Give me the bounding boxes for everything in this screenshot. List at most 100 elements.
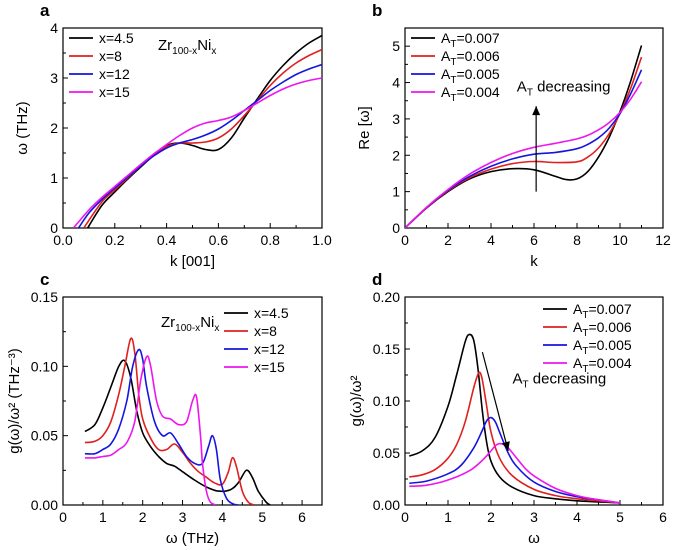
x-tick-label: 0 — [401, 509, 409, 525]
series-line-3 — [405, 69, 643, 228]
x-tick-label: 2 — [444, 232, 452, 248]
panel-d: d 0 1 2 3 4 5 6 0.00 0.05 0.10 0.15 0.20 ω g(ω)/ω² AT=0… — [348, 270, 667, 547]
x-axis-label: k — [530, 253, 538, 270]
y-tick-label: 4 — [392, 75, 400, 91]
x-tick-label: 2 — [139, 509, 147, 525]
trend-arrow-head — [502, 441, 510, 451]
series-line-3 — [77, 63, 322, 228]
y-tick-label: 5 — [392, 38, 400, 54]
x-tick-label: 6 — [659, 509, 667, 525]
x-tick-label: 6 — [298, 509, 306, 525]
legend-label: AT=0.005 — [573, 337, 632, 357]
legend-label: x=15 — [99, 84, 130, 100]
legend-label: AT=0.007 — [441, 30, 500, 50]
series-line-1 — [409, 333, 621, 504]
x-axis-label: k [001] — [170, 253, 215, 270]
legend-label: AT=0.007 — [573, 301, 632, 321]
x-tick-label: 1.0 — [312, 232, 332, 248]
y-tick-label: 0.05 — [373, 445, 400, 461]
x-tick-label: 3 — [530, 509, 538, 525]
trend-annotation: AT decreasing — [517, 79, 611, 99]
x-axis-label: ω (THz) — [166, 530, 219, 547]
legend-label: AT=0.006 — [441, 48, 500, 68]
panel-c: c 0 1 2 3 4 5 6 0.00 0.05 0.10 0.15 ω (THz) g(ω)/ω² (… — [6, 270, 323, 547]
panel-letter: c — [40, 270, 49, 289]
y-tick-label: 0.15 — [31, 289, 58, 305]
trend-arrow — [481, 351, 509, 452]
y-tick-label: 3 — [50, 70, 58, 86]
y-tick-label: 1 — [50, 170, 58, 186]
y-axis-label: g(ω)/ω² — [348, 376, 365, 427]
y-tick-label: 3 — [392, 111, 400, 127]
panel-letter: d — [372, 270, 382, 289]
x-tick-label: 2 — [487, 509, 495, 525]
x-tick-label: 1 — [444, 509, 452, 525]
trend-arrow-head — [532, 106, 541, 116]
composition-label: Zr100-xNix — [158, 37, 216, 57]
panel-a: a 0.0 0.2 0.4 0.6 0.8 1.0 0 1 2 3 4 k [001] ω (THz) x=… — [14, 1, 332, 270]
legend-label: AT=0.005 — [441, 66, 500, 86]
y-tick-label: 0 — [392, 220, 400, 236]
y-tick-label: 0.20 — [373, 289, 400, 305]
y-axis-label: ω (THz) — [14, 101, 31, 154]
series-line-4 — [84, 355, 217, 505]
series-line-1 — [84, 359, 271, 505]
y-tick-label: 0.05 — [31, 428, 58, 444]
panel-letter: b — [372, 1, 382, 20]
x-tick-label: 0.6 — [209, 232, 229, 248]
y-tick-label: 0.00 — [373, 497, 400, 513]
series-line-4 — [409, 442, 621, 504]
legend-label: x=12 — [99, 66, 130, 82]
y-tick-label: 1 — [392, 184, 400, 200]
y-axis-label: Re [ω] — [356, 106, 373, 149]
x-tick-label: 5 — [258, 509, 266, 525]
x-tick-label: 1 — [99, 509, 107, 525]
x-tick-label: 0.8 — [260, 232, 280, 248]
x-tick-label: 6 — [530, 232, 538, 248]
x-tick-label: 0.4 — [157, 232, 177, 248]
legend-label: AT=0.006 — [573, 319, 632, 339]
series-line-3 — [409, 416, 621, 504]
y-tick-label: 0.00 — [31, 497, 58, 513]
x-tick-label: 0 — [401, 232, 409, 248]
y-axis-label: g(ω)/ω² (THz⁻³) — [6, 348, 23, 453]
legend-label: AT=0.004 — [573, 355, 632, 375]
y-tick-label: 2 — [50, 120, 58, 136]
panel-letter: a — [40, 1, 50, 20]
x-tick-label: 4 — [487, 232, 495, 248]
y-tick-label: 2 — [392, 147, 400, 163]
legend-label: x=4.5 — [99, 30, 134, 46]
y-tick-label: 0.10 — [31, 358, 58, 374]
x-tick-label: 4 — [218, 509, 226, 525]
x-axis-label: ω — [528, 530, 540, 547]
legend-label: x=4.5 — [254, 305, 289, 321]
trend-annotation: AT decreasing — [513, 370, 607, 390]
x-tick-label: 0 — [59, 509, 67, 525]
series-line-4 — [72, 77, 322, 228]
y-tick-label: 0 — [50, 220, 58, 236]
x-tick-label: 10 — [612, 232, 628, 248]
composition-label: Zr100-xNix — [161, 314, 219, 334]
y-tick-label: 0.15 — [373, 341, 400, 357]
legend-label: AT=0.004 — [441, 84, 500, 104]
y-tick-label: 4 — [50, 20, 58, 36]
series-line-1 — [86, 34, 322, 228]
legend-label: x=8 — [99, 48, 122, 64]
y-tick-label: 0.10 — [373, 393, 400, 409]
series-line-2 — [409, 371, 621, 504]
legend-label: x=15 — [254, 359, 285, 375]
x-tick-label: 0.0 — [53, 232, 73, 248]
x-tick-label: 4 — [573, 509, 581, 525]
x-tick-label: 8 — [573, 232, 581, 248]
legend-label: x=8 — [254, 323, 277, 339]
legend-label: x=12 — [254, 341, 285, 357]
series-line-3 — [84, 348, 239, 505]
x-tick-label: 12 — [655, 232, 671, 248]
x-tick-label: 0.2 — [105, 232, 125, 248]
x-tick-label: 3 — [179, 509, 187, 525]
series-line-4 — [405, 81, 643, 228]
series-line-2 — [84, 337, 255, 505]
x-tick-label: 5 — [616, 509, 624, 525]
